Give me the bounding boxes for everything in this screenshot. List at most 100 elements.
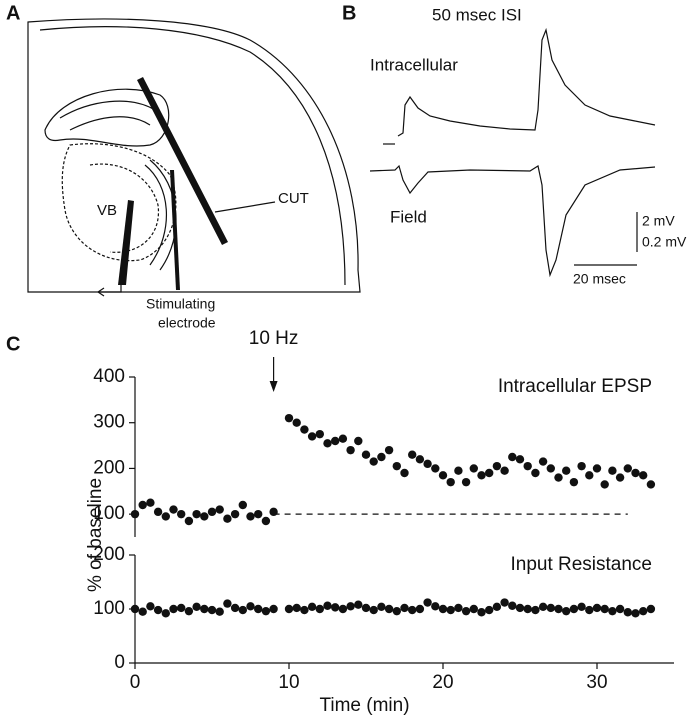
data-point <box>153 507 163 517</box>
data-point <box>307 602 317 612</box>
data-point <box>400 603 409 613</box>
y-tick-label: 200 <box>93 457 125 478</box>
y-tick-label: 300 <box>93 412 125 433</box>
data-point <box>207 507 217 517</box>
series-label: Intracellular EPSP <box>498 376 652 397</box>
data-point <box>623 608 632 617</box>
data-point <box>423 459 432 469</box>
data-point <box>315 604 324 614</box>
data-point <box>477 471 486 480</box>
data-point <box>508 601 517 610</box>
data-point <box>261 606 271 616</box>
y-tick-label: 400 <box>93 366 125 387</box>
data-point <box>300 605 309 615</box>
data-point <box>307 432 317 441</box>
data-point <box>415 455 425 464</box>
traces <box>369 27 656 278</box>
data-point <box>431 602 440 611</box>
data-point <box>392 461 401 471</box>
data-point <box>169 604 178 614</box>
data-point <box>523 604 532 614</box>
data-point <box>177 603 186 613</box>
scale-label: 0.2 mV <box>642 234 687 250</box>
x-tick-label: 10 <box>278 672 299 693</box>
data-point <box>392 606 401 616</box>
data-point <box>554 473 563 482</box>
data-point <box>300 425 309 434</box>
data-point <box>454 466 463 475</box>
data-point <box>500 598 509 607</box>
data-point <box>569 604 579 614</box>
data-point <box>608 466 617 475</box>
data-point <box>284 413 294 423</box>
data-point <box>338 604 348 614</box>
x-tick-label: 0 <box>130 672 141 693</box>
data-point <box>377 452 386 462</box>
data-point <box>469 464 478 473</box>
data-point <box>146 498 155 507</box>
data-point <box>461 477 471 487</box>
data-point <box>138 607 147 616</box>
annotation: 10 Hz <box>249 328 299 349</box>
data-point <box>192 602 201 612</box>
data-point <box>585 605 594 615</box>
data-point <box>369 605 378 615</box>
data-point <box>408 605 417 615</box>
y-tick-label: 0 <box>114 652 125 673</box>
data-point <box>469 604 478 614</box>
data-point <box>523 461 532 471</box>
data-point <box>369 457 378 466</box>
panel-letter: B <box>342 2 356 24</box>
data-point <box>454 603 463 613</box>
data-point <box>562 606 571 616</box>
data-point <box>323 439 332 448</box>
data-point <box>223 514 232 523</box>
data-point <box>623 464 632 473</box>
data-point <box>608 606 617 616</box>
data-point <box>130 604 140 614</box>
data-point <box>438 471 448 480</box>
data-point <box>331 436 340 446</box>
data-point <box>508 452 517 462</box>
cut-label: CUT <box>278 190 309 207</box>
data-point <box>485 468 494 478</box>
brain-diagram <box>27 18 361 297</box>
data-point <box>446 605 455 615</box>
data-point <box>254 509 263 519</box>
data-point <box>384 445 394 455</box>
data-point <box>531 605 540 615</box>
data-point <box>592 464 602 473</box>
data-point <box>631 468 640 478</box>
trace-label: Field <box>390 207 427 226</box>
trace-label: Intracellular <box>370 55 458 74</box>
data-point <box>592 603 602 613</box>
data-point <box>238 500 247 510</box>
data-point <box>446 477 455 487</box>
data-point <box>577 602 586 612</box>
data-point <box>485 605 494 615</box>
panel-letter: C <box>6 333 20 355</box>
data-point <box>646 480 656 489</box>
data-point <box>292 603 301 613</box>
data-point <box>438 604 448 614</box>
data-point <box>292 418 301 427</box>
data-point <box>615 473 625 482</box>
data-point <box>538 457 548 466</box>
data-point <box>200 604 209 614</box>
data-point <box>400 468 409 478</box>
panel-letter: A <box>6 2 20 24</box>
series-label: Input Resistance <box>510 554 652 575</box>
scale-label: 2 mV <box>642 213 675 229</box>
data-point <box>269 507 278 517</box>
data-point <box>346 602 355 611</box>
data-point <box>361 603 371 613</box>
data-point <box>146 602 155 611</box>
data-point <box>500 466 509 475</box>
data-point <box>192 509 201 519</box>
data-point <box>600 480 609 489</box>
data-point <box>161 609 170 618</box>
data-point <box>531 468 540 478</box>
data-point <box>562 466 571 475</box>
x-axis-label: Time (min) <box>319 695 409 716</box>
data-point <box>331 603 340 612</box>
